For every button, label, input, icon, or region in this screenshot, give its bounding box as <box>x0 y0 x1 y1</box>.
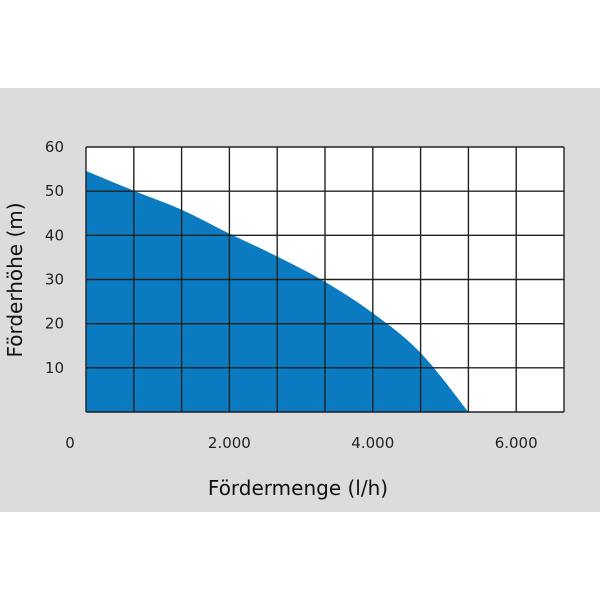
x-tick-label: 4.000 <box>351 434 394 452</box>
grid <box>85 146 565 413</box>
y-tick-label: 20 <box>45 315 64 333</box>
x-tick-label: 2.000 <box>208 434 251 452</box>
y-tick-label: 30 <box>45 271 64 289</box>
x-tick-label: 6.000 <box>495 434 538 452</box>
y-tick-label: 60 <box>45 138 64 156</box>
x-tick-label: 0 <box>65 434 75 452</box>
y-tick-label: 10 <box>45 359 64 377</box>
x-axis-label: Fördermenge (l/h) <box>208 476 388 500</box>
y-tick-label: 40 <box>45 226 64 244</box>
y-axis-label: Förderhöhe (m) <box>3 202 27 357</box>
y-tick-label: 50 <box>45 182 64 200</box>
